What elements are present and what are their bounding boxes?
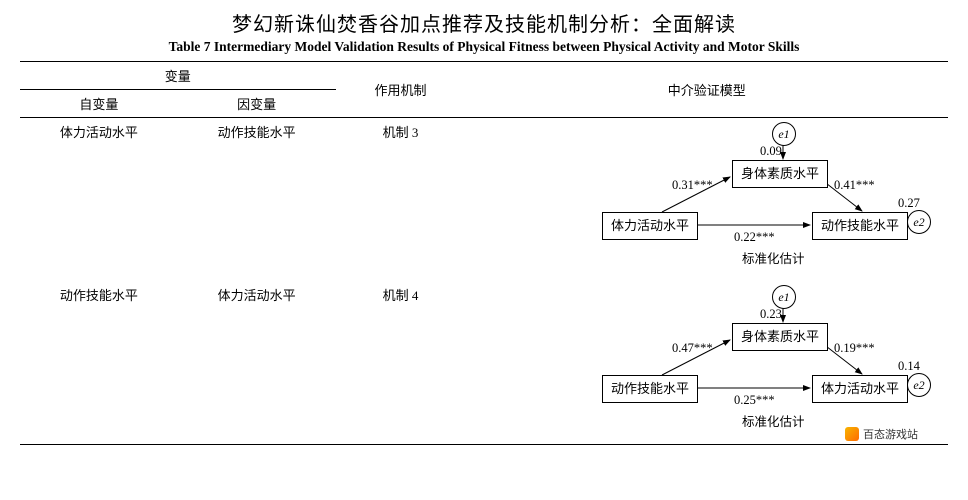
table-caption: Table 7 Intermediary Model Validation Re… (20, 39, 948, 55)
table-7: 变量 作用机制 中介验证模型 自变量 因变量 体力活动水平 动作技能水平 机制 … (20, 61, 948, 445)
coef-b: 0.19*** (834, 341, 875, 356)
node-right: 动作技能水平 (812, 212, 908, 240)
table-row: 体力活动水平 动作技能水平 机制 3 (20, 118, 948, 282)
coef-c: 0.22*** (734, 230, 775, 245)
error-e2: e2 (907, 210, 931, 234)
header-var-group: 变量 (20, 62, 336, 90)
watermark: 百态游戏站 (843, 425, 920, 443)
header-dv: 因变量 (178, 90, 336, 118)
std-label: 标准化估计 (742, 248, 805, 267)
cell-mechanism: 机制 4 (336, 281, 466, 445)
coef-e2: 0.14 (898, 359, 920, 374)
header-iv: 自变量 (20, 90, 178, 118)
node-left: 体力活动水平 (602, 212, 698, 240)
watermark-text: 百态游戏站 (863, 426, 918, 442)
node-right: 体力活动水平 (812, 375, 908, 403)
std-label: 标准化估计 (742, 411, 805, 430)
coef-a: 0.47*** (672, 341, 713, 356)
cell-iv: 体力活动水平 (20, 118, 178, 282)
cell-mechanism: 机制 3 (336, 118, 466, 282)
coef-e2: 0.27 (898, 196, 920, 211)
node-top: 身体素质水平 (732, 160, 828, 188)
cell-dv: 体力活动水平 (178, 281, 336, 445)
error-e1: e1 (772, 122, 796, 146)
cell-iv: 动作技能水平 (20, 281, 178, 445)
node-top: 身体素质水平 (732, 323, 828, 351)
coef-c: 0.25*** (734, 393, 775, 408)
coef-b: 0.41*** (834, 178, 875, 193)
error-e1: e1 (772, 285, 796, 309)
table-row: 动作技能水平 体力活动水平 机制 4 (20, 281, 948, 445)
header-mechanism: 作用机制 (336, 62, 466, 118)
page-title: 梦幻新诛仙焚香谷加点推荐及技能机制分析：全面解读 (20, 8, 948, 37)
mediation-diagram-4: e1 0.23 身体素质水平 动作技能水平 体力活动水平 e2 0.14 0.4… (602, 285, 932, 440)
coef-e1: 0.23 (760, 307, 782, 322)
mediation-diagram-3: e1 0.09 身体素质水平 体力活动水平 动作技能水平 e2 0.27 0.3… (602, 122, 932, 277)
header-model: 中介验证模型 (465, 62, 948, 118)
node-left: 动作技能水平 (602, 375, 698, 403)
watermark-logo-icon (845, 427, 859, 441)
coef-a: 0.31*** (672, 178, 713, 193)
cell-dv: 动作技能水平 (178, 118, 336, 282)
coef-e1: 0.09 (760, 144, 782, 159)
error-e2: e2 (907, 373, 931, 397)
